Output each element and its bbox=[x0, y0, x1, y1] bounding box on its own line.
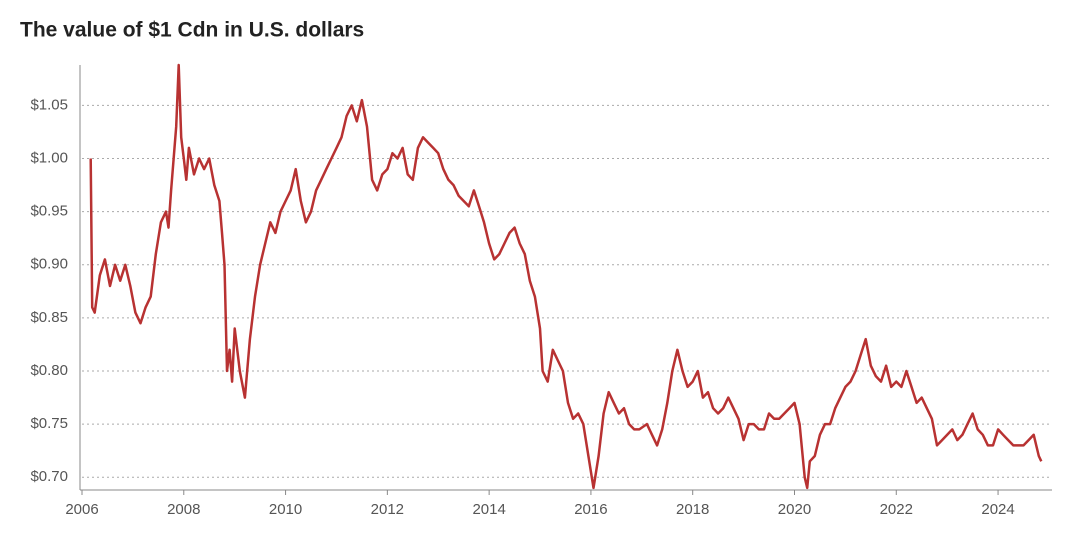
x-tick-label: 2022 bbox=[880, 501, 913, 518]
x-tick-label: 2018 bbox=[676, 501, 709, 518]
x-tick-label: 2016 bbox=[574, 501, 607, 518]
line-series bbox=[89, 63, 1043, 490]
chart-title: The value of $1 Cdn in U.S. dollars bbox=[20, 19, 364, 42]
x-tick-label: 2012 bbox=[371, 501, 404, 518]
y-tick-label: $0.95 bbox=[30, 203, 68, 220]
x-tick-label: 2008 bbox=[167, 501, 200, 518]
y-tick-label: $0.80 bbox=[30, 362, 68, 379]
x-tick-label: 2014 bbox=[472, 501, 505, 518]
y-tick-label: $0.90 bbox=[30, 256, 68, 273]
y-tick-label: $0.75 bbox=[30, 415, 68, 432]
y-tick-label: $1.00 bbox=[30, 149, 68, 166]
y-tick-label: $1.05 bbox=[30, 96, 68, 113]
x-tick-label: 2006 bbox=[65, 501, 98, 518]
y-tick-label: $0.70 bbox=[30, 468, 68, 485]
x-tick-label: 2010 bbox=[269, 501, 302, 518]
x-tick-label: 2020 bbox=[778, 501, 811, 518]
y-tick-label: $0.85 bbox=[30, 309, 68, 326]
x-tick-label: 2024 bbox=[981, 501, 1014, 518]
